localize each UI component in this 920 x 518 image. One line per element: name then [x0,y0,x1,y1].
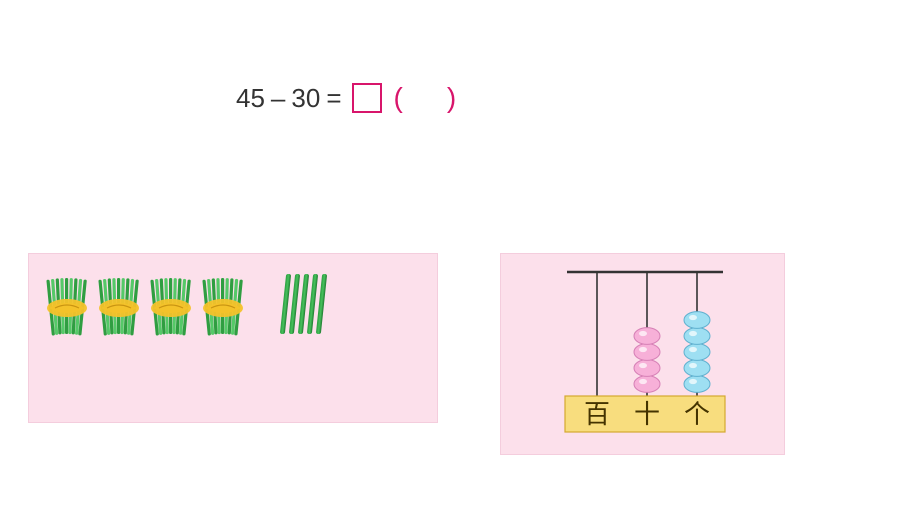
svg-text:百: 百 [584,400,610,429]
minus-sign: – [271,83,285,114]
paren-close: ) [447,82,456,114]
abacus: 百十个 [555,266,735,448]
minuend: 45 [236,83,265,114]
bundle [149,274,193,338]
svg-text:个: 个 [684,400,710,429]
answer-box[interactable] [352,83,382,113]
bundle-group [45,274,245,338]
subtrahend: 30 [291,83,320,114]
bundle [97,274,141,338]
svg-text:十: 十 [634,400,660,429]
loose-sticks [283,274,324,334]
bundle [201,274,245,338]
abacus-panel: 百十个 [500,253,785,455]
paren-open: ( [394,82,403,114]
equation: 45 – 30 = ( ) [236,82,456,114]
bundle [45,274,89,338]
equals-sign: = [326,83,341,114]
sticks-panel [28,253,438,423]
loose-stick [316,274,327,334]
